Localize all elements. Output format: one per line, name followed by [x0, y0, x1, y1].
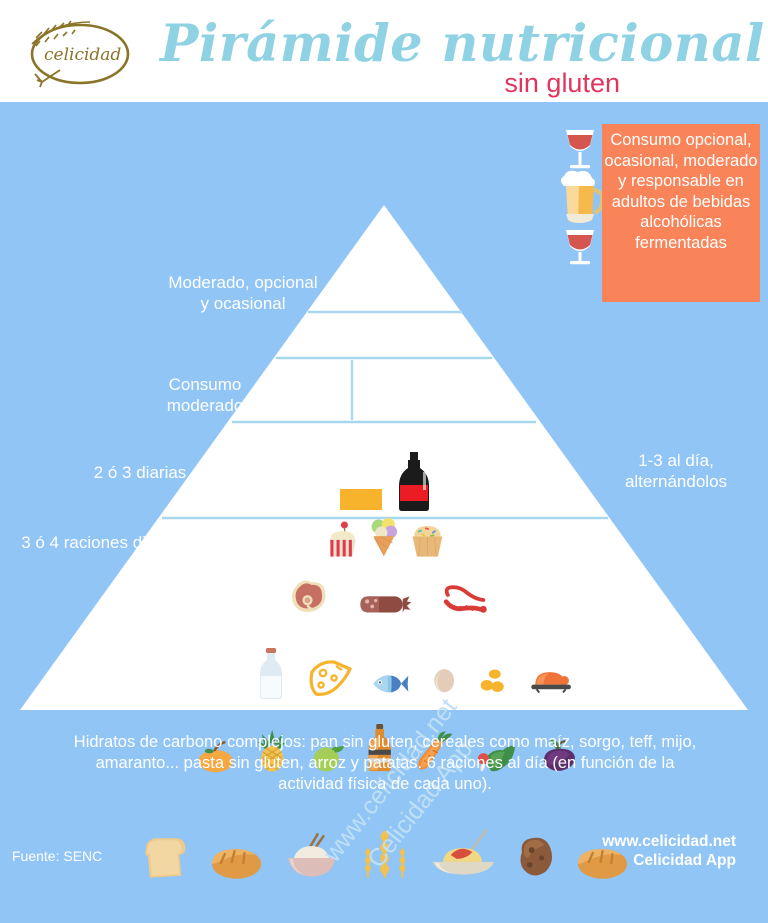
egg-icon [434, 669, 455, 693]
carbohydrates-caption: Hidratos de carbono complejos: pan sin g… [73, 733, 697, 793]
tier-proteins-row [372, 652, 572, 700]
title-block: Pirámide nutricional sin gluten [160, 10, 764, 98]
label-dairy: 2 ó 3 diarias [93, 463, 187, 482]
tier-fats-sweets-row-b [326, 518, 446, 560]
pineapple-icon [257, 729, 288, 772]
nutrition-pyramid: www.celicidad.net Celicidad App [0, 200, 768, 879]
footer-website[interactable]: www.celicidad.net [602, 833, 736, 850]
legumes-icon [481, 669, 505, 692]
carrot-icon [418, 731, 453, 770]
ham-cut-icon [291, 580, 326, 612]
butter-icon [340, 489, 382, 510]
tier-carbohydrates-row [140, 828, 630, 880]
tier-processed-meats-row [288, 574, 488, 618]
wine-glass-icon [566, 130, 594, 169]
pyramid-body [20, 205, 748, 710]
logo-icon: celicidad [30, 20, 130, 88]
footer-app-name: Celicidad App [633, 852, 736, 869]
alcohol-callout: Consumo opcional, ocasional, moderado y … [552, 124, 760, 304]
roast-chicken-icon [531, 672, 571, 694]
milk-bottle-icon [260, 648, 282, 699]
pyramid-dividers [162, 310, 608, 520]
eggplant-icon [543, 739, 575, 771]
cheese-icon [309, 660, 352, 696]
tier-fruits-vegetables-row [196, 724, 578, 776]
footer-brand: www.celicidad.net Celicidad App [602, 832, 736, 870]
leafy-greens-icon [477, 745, 516, 772]
fish-icon [373, 675, 409, 693]
logo-text: celicidad [44, 45, 121, 65]
lime-icon [313, 745, 344, 772]
source-credit: Fuente: SENC [12, 848, 103, 864]
salami-icon [360, 596, 411, 613]
wine-glass-icon [566, 230, 594, 265]
pyramid-shape [20, 205, 748, 710]
tier-fats-sweets-row-a [330, 452, 440, 512]
muffin-icon [412, 525, 443, 557]
label-fruits-vegetables: 3 ó 4 raciones diarias [21, 533, 183, 552]
tier-dairy-row [256, 648, 356, 700]
alcohol-text-box: Consumo opcional, ocasional, moderado y … [602, 124, 760, 302]
celicidad-logo: celicidad [18, 14, 136, 90]
bread-loaf-icon [577, 849, 628, 879]
chorizo-sausage-icon [443, 585, 487, 613]
pasta-plate-icon [432, 828, 494, 875]
page-title: Pirámide nutricional [160, 14, 765, 74]
page-subtitle: sin gluten [504, 68, 620, 98]
potato-icon [520, 837, 552, 876]
label-proteins: 1-3 al día, alternándolos [624, 451, 728, 491]
label-processed-meats: Consumo moderado [166, 375, 244, 415]
ice-cream-cone-icon [371, 518, 398, 557]
cupcake-icon [329, 521, 356, 557]
rice-bowl-icon [288, 833, 336, 877]
olive-oil-bottle-icon [368, 724, 391, 772]
orange-icon [198, 741, 233, 773]
wheat-ears-icon [365, 830, 406, 878]
sauce-bottle-icon [399, 452, 429, 511]
header-bar: celicidad Pirámide nutricional sin glute… [0, 0, 768, 102]
label-fats-sweets: Moderado, opcional y ocasional [168, 273, 318, 313]
bread-slice-icon [145, 838, 186, 878]
bread-roll-icon [212, 849, 262, 879]
